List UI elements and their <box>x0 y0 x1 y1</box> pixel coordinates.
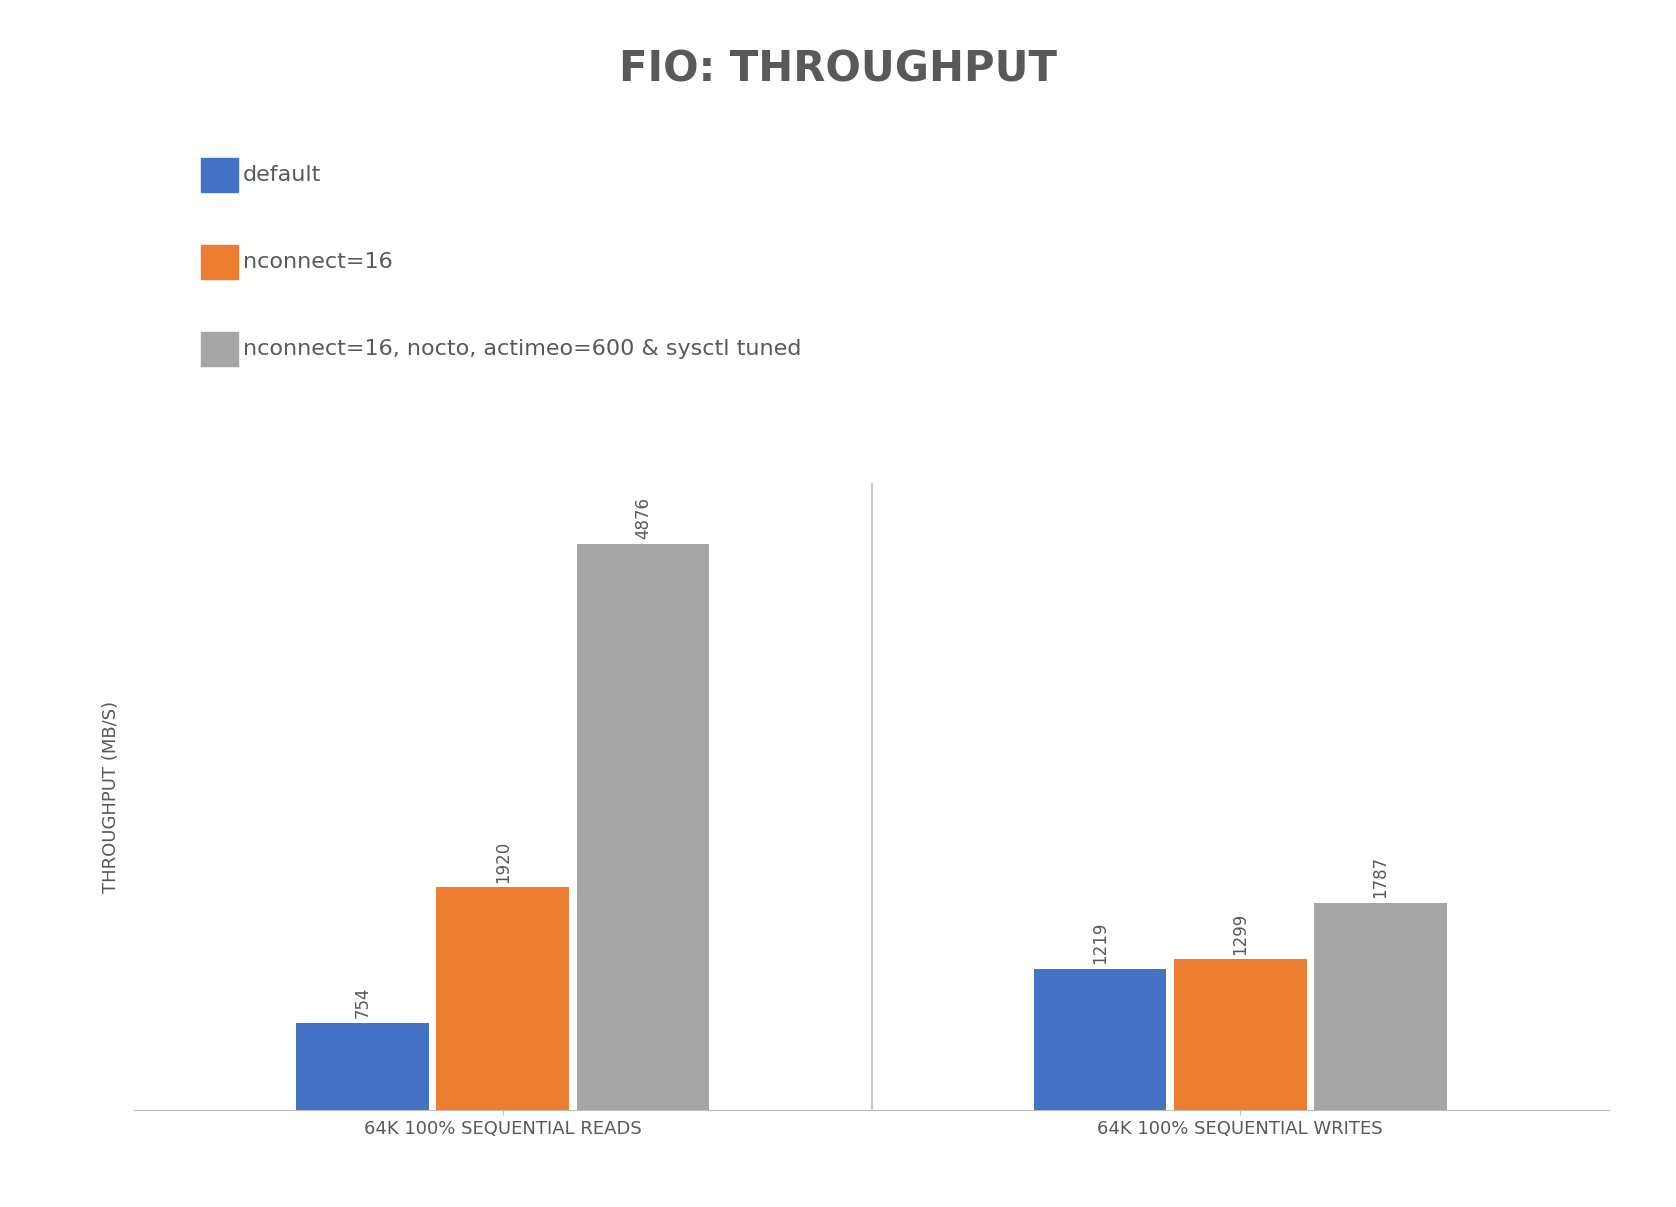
Text: nconnect=16: nconnect=16 <box>243 252 392 272</box>
Text: default: default <box>243 165 322 185</box>
Text: 1299: 1299 <box>1232 912 1249 955</box>
Bar <box>1173 960 1307 1110</box>
Text: 754: 754 <box>354 986 372 1019</box>
Text: 1219: 1219 <box>1091 922 1110 964</box>
Y-axis label: THROUGHPUT (MB/S): THROUGHPUT (MB/S) <box>102 700 121 893</box>
Bar <box>436 887 570 1110</box>
Text: 4876: 4876 <box>634 497 652 540</box>
Text: FIO: THROUGHPUT: FIO: THROUGHPUT <box>618 48 1058 91</box>
Bar <box>1314 903 1446 1110</box>
Text: 1920: 1920 <box>494 840 511 882</box>
Bar <box>1034 969 1166 1110</box>
Bar <box>577 543 709 1110</box>
Bar <box>297 1022 429 1110</box>
Text: nconnect=16, nocto, actimeo=600 & sysctl tuned: nconnect=16, nocto, actimeo=600 & sysctl… <box>243 339 801 358</box>
Text: 1787: 1787 <box>1371 856 1389 898</box>
